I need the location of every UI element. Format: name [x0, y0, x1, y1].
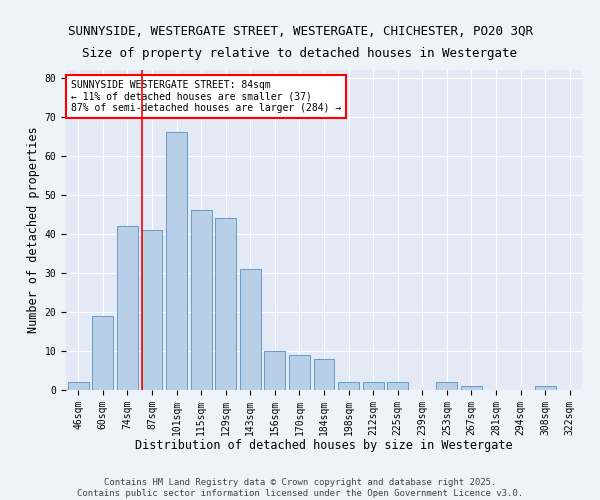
Bar: [461, 386, 482, 390]
Bar: [436, 382, 457, 390]
Bar: [191, 210, 212, 390]
X-axis label: Distribution of detached houses by size in Westergate: Distribution of detached houses by size …: [135, 439, 513, 452]
Bar: [265, 351, 286, 390]
Text: Size of property relative to detached houses in Westergate: Size of property relative to detached ho…: [83, 48, 517, 60]
Bar: [142, 230, 163, 390]
Bar: [314, 359, 334, 390]
Text: Contains HM Land Registry data © Crown copyright and database right 2025.
Contai: Contains HM Land Registry data © Crown c…: [77, 478, 523, 498]
Bar: [535, 386, 556, 390]
Y-axis label: Number of detached properties: Number of detached properties: [28, 126, 40, 334]
Bar: [240, 269, 261, 390]
Text: SUNNYSIDE, WESTERGATE STREET, WESTERGATE, CHICHESTER, PO20 3QR: SUNNYSIDE, WESTERGATE STREET, WESTERGATE…: [67, 25, 533, 38]
Bar: [215, 218, 236, 390]
Bar: [68, 382, 89, 390]
Bar: [289, 355, 310, 390]
Bar: [92, 316, 113, 390]
Bar: [117, 226, 138, 390]
Bar: [338, 382, 359, 390]
Text: SUNNYSIDE WESTERGATE STREET: 84sqm
← 11% of detached houses are smaller (37)
87%: SUNNYSIDE WESTERGATE STREET: 84sqm ← 11%…: [71, 80, 341, 113]
Bar: [387, 382, 408, 390]
Bar: [362, 382, 383, 390]
Bar: [166, 132, 187, 390]
